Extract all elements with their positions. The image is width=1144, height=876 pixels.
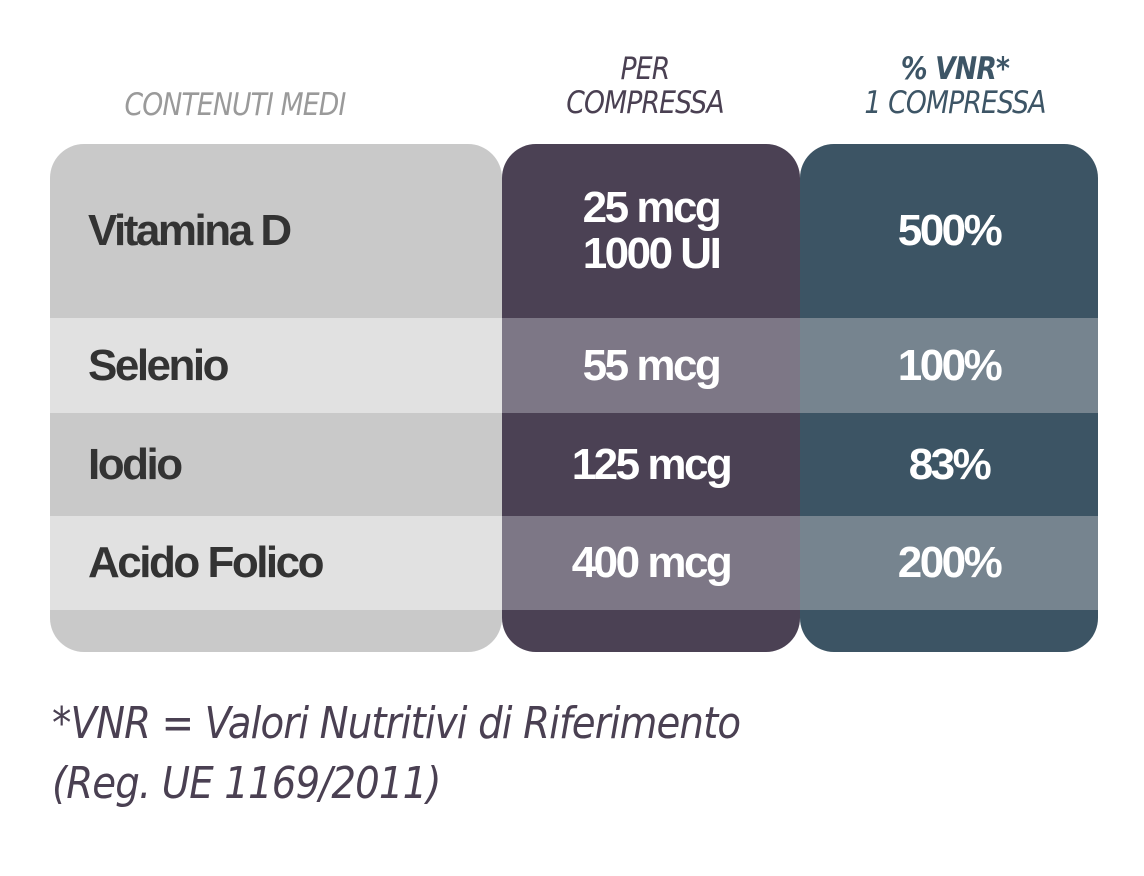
nutrient-name-cell: Iodio bbox=[88, 439, 183, 489]
header-vnr: % VNR* 1 COMPRESSA bbox=[822, 52, 1089, 120]
header-vnr-line1: % VNR* bbox=[900, 51, 1010, 87]
nutrient-name-cell: Selenio bbox=[50, 318, 502, 413]
column-vnr-percent: 500% 100% 83% 200% bbox=[800, 144, 1098, 652]
per-compressa-value: 25 mcg bbox=[582, 183, 722, 232]
nutrient-name-cell: Vitamina D bbox=[88, 206, 292, 255]
header-contenuti-medi: CONTENUTI MEDI bbox=[124, 87, 347, 123]
per-compressa-cell: 125 mcg bbox=[571, 439, 733, 489]
footnote-vnr-definition: *VNR = Valori Nutritivi di Riferimento bbox=[52, 698, 741, 749]
per-compressa-cell: 55 mcg bbox=[502, 318, 800, 413]
per-compressa-value-alt: 1000 UI bbox=[582, 229, 722, 278]
header-per-compressa: PER COMPRESSA bbox=[512, 52, 779, 120]
vnr-cell: 200% bbox=[800, 516, 1098, 610]
column-per-compressa: 25 mcg 1000 UI 55 mcg 125 mcg 400 mcg bbox=[502, 144, 800, 652]
header-vnr-line2: 1 COMPRESSA bbox=[864, 85, 1046, 121]
per-compressa-cell: 400 mcg bbox=[502, 516, 800, 610]
vnr-cell: 100% bbox=[800, 318, 1098, 413]
vnr-cell: 83% bbox=[908, 439, 992, 489]
vnr-cell: 500% bbox=[897, 206, 1003, 255]
footnote-regulation: (Reg. UE 1169/2011) bbox=[52, 758, 442, 809]
per-compressa-cell: 25 mcg 1000 UI bbox=[502, 144, 800, 318]
nutrient-name-cell: Acido Folico bbox=[50, 516, 502, 610]
header-per-line2: COMPRESSA bbox=[566, 85, 724, 121]
column-nutrient-names: Vitamina D Selenio Iodio Acido Folico bbox=[50, 144, 502, 652]
header-per-line1: PER bbox=[620, 51, 671, 87]
